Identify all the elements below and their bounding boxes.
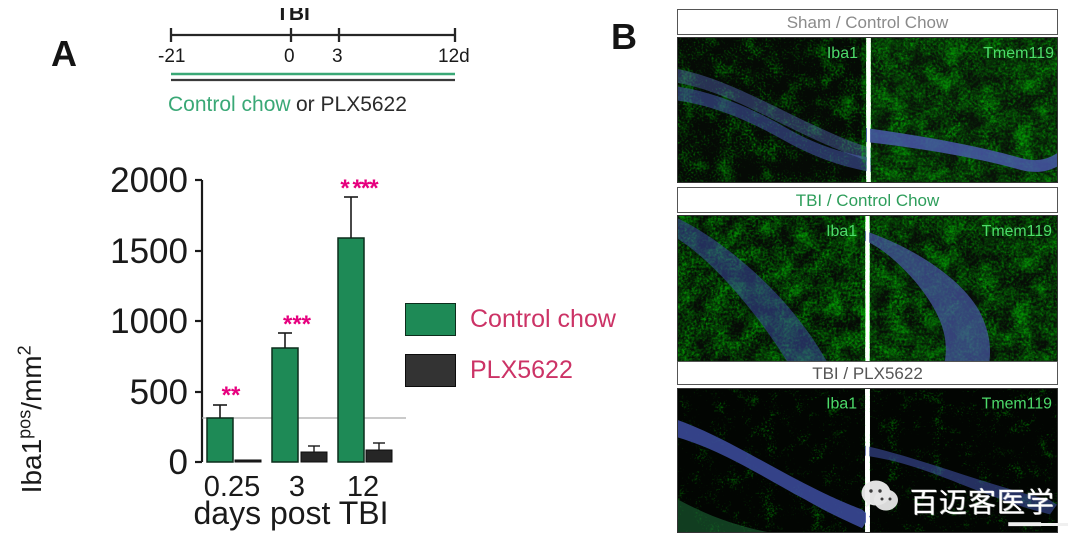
- svg-text:Tmem119: Tmem119: [983, 45, 1054, 62]
- svg-text:* ***: * ***: [340, 175, 379, 202]
- svg-text:**: **: [222, 382, 241, 409]
- svg-text:days post TBI: days post TBI: [193, 495, 388, 531]
- svg-text:Tmem119: Tmem119: [982, 396, 1053, 413]
- svg-text:0: 0: [169, 443, 188, 482]
- svg-text:500: 500: [130, 373, 188, 412]
- svg-text:Tmem119: Tmem119: [982, 223, 1053, 240]
- svg-text:1500: 1500: [110, 232, 188, 271]
- svg-text:12d: 12d: [438, 46, 470, 67]
- svg-text:Iba1: Iba1: [826, 223, 857, 240]
- svg-text:Iba1: Iba1: [826, 396, 857, 413]
- svg-text:***: ***: [283, 311, 312, 338]
- svg-text:1000: 1000: [110, 302, 188, 341]
- svg-text:Iba1: Iba1: [827, 45, 858, 62]
- svg-text:2000: 2000: [110, 161, 188, 200]
